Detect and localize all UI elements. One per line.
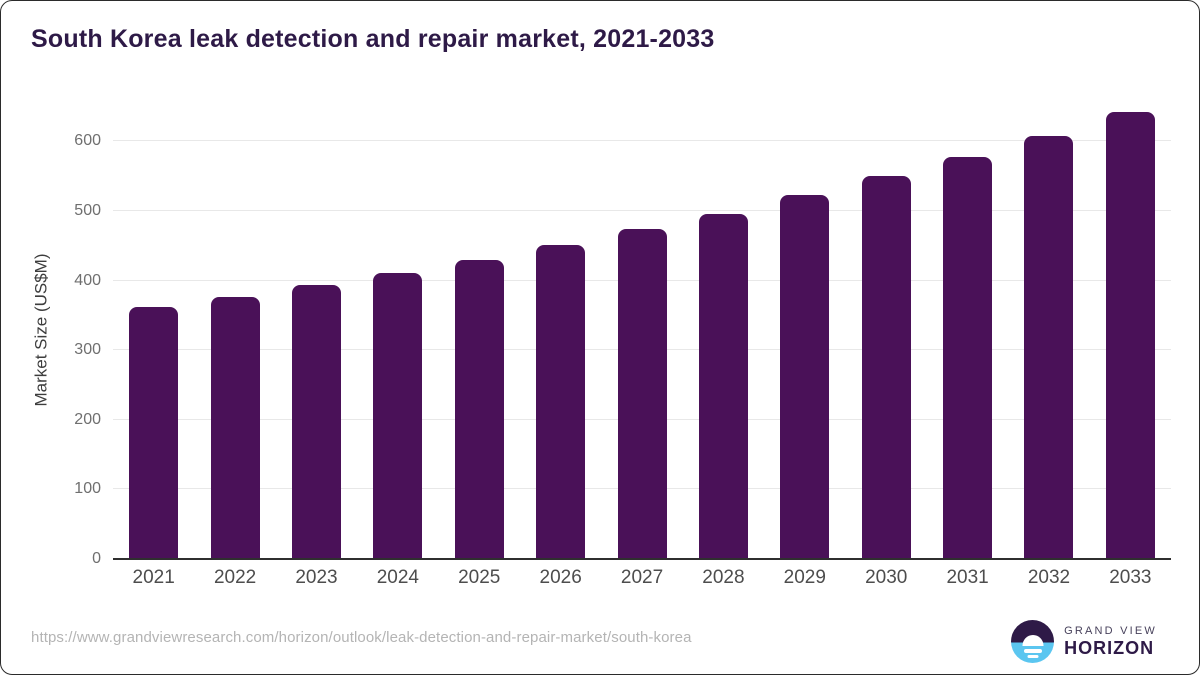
y-tick-label: 0 [92, 550, 101, 567]
y-tick-label: 400 [74, 271, 101, 289]
bar-2029[interactable] [780, 194, 830, 559]
brand-logo: GRAND VIEW HORIZON [1011, 620, 1157, 663]
brand-text: GRAND VIEW HORIZON [1064, 625, 1157, 659]
brand-name-top: GRAND VIEW [1064, 624, 1157, 637]
horizon-line-icon [1027, 654, 1039, 658]
bar-column [601, 101, 682, 559]
bar-column [927, 101, 1008, 559]
y-tick-label: 300 [74, 341, 101, 359]
bar-2033[interactable] [1105, 112, 1155, 559]
bar-column [764, 101, 845, 559]
x-tick-label: 2031 [946, 567, 989, 588]
bar-2028[interactable] [698, 213, 748, 559]
bar-2031[interactable] [943, 156, 993, 559]
y-tick-label: 500 [74, 201, 101, 219]
bar-2027[interactable] [617, 229, 667, 559]
bar-2021[interactable] [129, 307, 179, 559]
x-tick-label: 2023 [295, 567, 338, 588]
bar-column [1008, 101, 1089, 559]
y-tick-label: 100 [74, 480, 101, 498]
bar-2032[interactable] [1024, 135, 1074, 559]
x-tick-label: 2021 [132, 567, 175, 588]
x-tick-label: 2029 [783, 567, 826, 588]
brand-name-bottom: HORIZON [1064, 637, 1155, 658]
horizon-sunrise-icon [1011, 620, 1055, 663]
x-tick-label: 2032 [1027, 567, 1071, 588]
plot-area [113, 101, 1171, 560]
x-tick-label: 2028 [702, 567, 745, 588]
source-url: https://www.grandviewresearch.com/horizo… [31, 629, 692, 646]
bar-2024[interactable] [373, 272, 423, 559]
bar-column [520, 101, 601, 559]
x-tick-label: 2024 [376, 567, 419, 588]
x-axis-labels: 2021 2022 2023 2024 2025 2026 2027 2028 2029 2030… [113, 567, 1171, 589]
horizon-line-icon [1023, 649, 1042, 653]
bar-2022[interactable] [210, 296, 260, 559]
y-tick-label: 200 [74, 410, 101, 428]
chart-title: South Korea leak detection and repair ma… [31, 25, 715, 53]
sun-icon [1022, 635, 1044, 646]
gridline [113, 140, 1171, 142]
y-axis-ticks: 0 100 200 300 400 500 600 [31, 101, 101, 567]
bar-column [1090, 101, 1171, 559]
bar-column [439, 101, 520, 559]
bar-2030[interactable] [861, 176, 911, 559]
x-axis-line [113, 558, 1171, 560]
bar-column [113, 101, 194, 559]
bar-2026[interactable] [536, 245, 586, 559]
bar-column [357, 101, 438, 559]
x-tick-label: 2027 [620, 567, 664, 588]
bars-row [113, 101, 1171, 559]
x-tick-label: 2030 [865, 567, 908, 588]
x-tick-label: 2025 [458, 567, 501, 588]
x-tick-label: 2026 [539, 567, 582, 588]
bar-2025[interactable] [454, 259, 504, 559]
x-tick-label: 2022 [213, 567, 257, 588]
y-tick-label: 600 [74, 132, 101, 150]
gridline [113, 209, 1171, 211]
x-tick-label: 2033 [1109, 567, 1152, 588]
bar-column [276, 101, 357, 559]
bar-column [846, 101, 927, 559]
bar-2023[interactable] [291, 284, 341, 559]
bar-column [194, 101, 275, 559]
bar-column [683, 101, 764, 559]
